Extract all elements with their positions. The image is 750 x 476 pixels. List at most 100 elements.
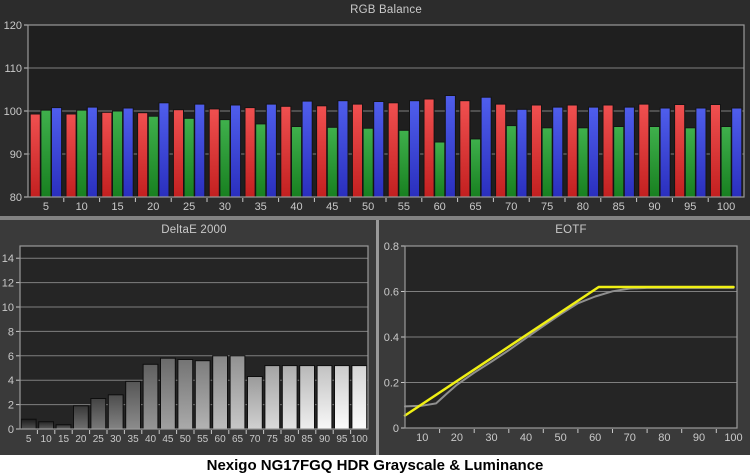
bar-gray-60 (212, 355, 228, 430)
y-tick-label: 0.6 (384, 287, 399, 299)
bar-red-85 (602, 104, 614, 198)
bar-gray-50 (177, 359, 194, 430)
x-tick-label: 65 (469, 201, 481, 213)
rgb-balance-panel: RGB Balance 80 90 100 110 120 5 10 15 20 25 30 35 40… (0, 0, 750, 216)
bar-gray-90 (316, 365, 333, 430)
plot-area (20, 246, 368, 429)
x-tick-label: 90 (648, 201, 660, 213)
bar-blue-15 (122, 107, 134, 198)
bar-green-65 (470, 138, 482, 198)
bar-blue-40 (301, 100, 313, 198)
bar-red-65 (459, 100, 471, 198)
bar-red-25 (172, 109, 184, 198)
x-tick-label: 40 (145, 434, 157, 445)
bar-blue-75 (552, 106, 564, 198)
x-tick-label: 85 (613, 201, 625, 213)
x-tick-label: 25 (93, 434, 105, 445)
x-tick-label: 15 (111, 201, 123, 213)
bar-gray-40 (142, 363, 159, 430)
eotf-panel: EOTF 0 0.2 0.4 0.6 0.8 10 20 30 40 50 60 70 80 90 100 (379, 220, 750, 455)
line-gray-curve (404, 286, 735, 408)
x-tick-label: 80 (284, 434, 296, 445)
x-tick-label: 95 (336, 434, 348, 445)
plot-border (27, 24, 745, 198)
bar-red-95 (674, 104, 686, 198)
x-tick-label: 40 (290, 201, 302, 213)
x-tick-label: 85 (302, 434, 314, 445)
bar-gray-100 (351, 365, 368, 430)
bar-blue-95 (695, 107, 707, 198)
horizontal-divider (0, 216, 750, 220)
x-tick-label: 100 (351, 434, 368, 445)
bar-red-60 (423, 98, 435, 198)
x-tick-label: 65 (232, 434, 244, 445)
x-tick-label: 95 (684, 201, 696, 213)
bar-green-85 (613, 126, 625, 198)
x-tick-label: 10 (41, 434, 53, 445)
y-tick-label: 14 (2, 253, 14, 265)
x-tick-label: 70 (505, 201, 517, 213)
bar-gray-45 (160, 357, 176, 430)
rgb-balance-chart: 80 90 100 110 120 5 10 15 20 25 30 35 40 45 50 55 60 65 70… (4, 20, 745, 213)
bar-gray-95 (334, 365, 350, 430)
y-tick-label: 110 (4, 63, 22, 75)
bar-green-60 (434, 141, 446, 198)
y-tick-label: 8 (8, 326, 14, 338)
y-tick-label: 4 (8, 375, 14, 387)
eotf-title: EOTF (555, 224, 587, 236)
y-tick-label: 90 (10, 149, 22, 161)
bar-blue-80 (588, 106, 600, 198)
caption: Nexigo NG17FGQ HDR Grayscale & Luminance (0, 455, 750, 476)
x-tick-label: 35 (255, 201, 267, 213)
bar-green-90 (649, 126, 661, 198)
bar-green-55 (398, 129, 410, 198)
x-tick-label: 30 (110, 434, 122, 445)
bar-blue-90 (659, 107, 671, 198)
bar-blue-65 (480, 96, 492, 198)
bar-gray-75 (264, 365, 281, 430)
x-tick-label: 55 (197, 434, 209, 445)
bar-green-40 (291, 126, 303, 198)
deltae-title: DeltaE 2000 (161, 224, 227, 236)
bar-gray-85 (299, 365, 316, 430)
y-tick-label: 0.8 (384, 241, 399, 253)
plot-border (19, 245, 369, 430)
y-tick-label: 2 (8, 400, 14, 412)
bar-red-80 (566, 104, 578, 198)
bar-red-70 (495, 103, 507, 198)
y-tick-label: 0 (393, 423, 399, 435)
x-tick-label: 80 (658, 432, 670, 444)
x-tick-label: 5 (43, 201, 49, 213)
y-tick-label: 0 (8, 424, 14, 436)
bar-red-10 (65, 113, 77, 198)
y-tick-label: 120 (4, 20, 22, 32)
bar-red-50 (351, 103, 363, 198)
bar-blue-20 (158, 102, 170, 198)
plot-border (404, 245, 738, 429)
bar-blue-45 (337, 100, 349, 198)
bar-gray-80 (281, 365, 298, 430)
x-tick-label: 50 (180, 434, 192, 445)
x-tick-label: 50 (554, 432, 566, 444)
y-tick-label: 100 (4, 106, 22, 118)
bar-blue-85 (623, 106, 635, 198)
bar-red-40 (280, 105, 292, 198)
bar-red-90 (638, 103, 650, 198)
bar-gray-10 (38, 421, 55, 430)
x-tick-label: 35 (128, 434, 140, 445)
x-tick-label: 60 (434, 201, 446, 213)
x-tick-label: 70 (624, 432, 636, 444)
bar-green-15 (112, 110, 124, 198)
bar-blue-60 (444, 95, 456, 198)
bar-blue-55 (409, 100, 421, 198)
eotf-chart: 0 0.2 0.4 0.6 0.8 10 20 30 40 50 60 70 80 90 100 (384, 241, 743, 444)
bar-green-5 (40, 109, 52, 198)
bar-green-35 (255, 123, 267, 198)
y-tick-label: 10 (2, 302, 14, 314)
bar-green-75 (541, 127, 553, 198)
vertical-divider (376, 220, 379, 455)
deltae-chart: 0 2 4 6 8 10 12 14 5 10 15 20 25 30 35 40 45 50 55 60 65 70 75… (2, 245, 369, 445)
x-tick-label: 5 (26, 434, 32, 445)
bar-gray-35 (125, 380, 141, 430)
